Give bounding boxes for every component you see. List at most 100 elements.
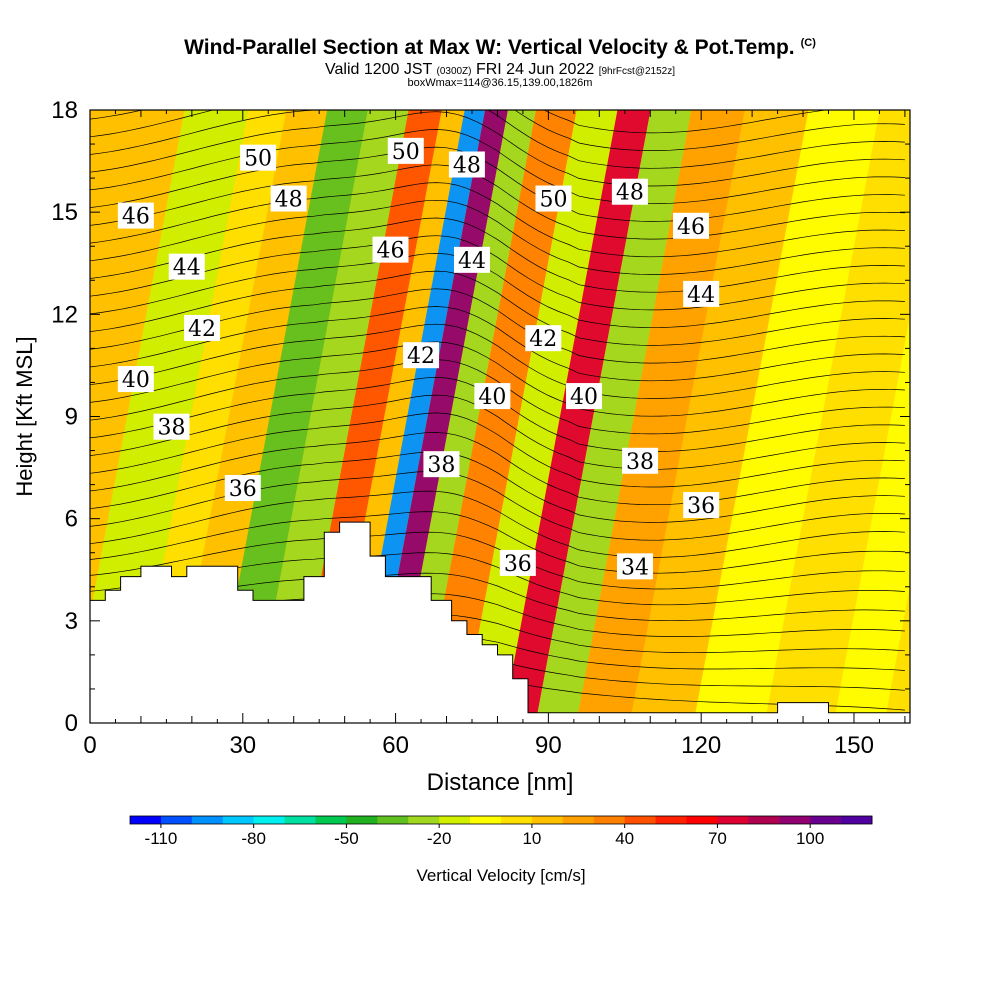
isentrope <box>90 490 905 558</box>
isentrope-label-text: 42 <box>407 344 435 369</box>
isentrope-label: 46 <box>672 212 709 240</box>
x-tick-label: 60 <box>382 732 409 759</box>
label-box <box>387 137 424 164</box>
label-box <box>168 253 205 280</box>
isentrope <box>90 306 905 382</box>
isentrope-label: 38 <box>622 447 659 475</box>
y-tick-label: 15 <box>51 199 78 226</box>
colorbar-swatch <box>408 816 440 824</box>
label-box <box>499 549 536 576</box>
isentrope <box>90 359 905 435</box>
colorbar-swatch <box>748 816 780 824</box>
label-box <box>453 246 490 273</box>
label-box <box>566 383 603 410</box>
colorbar-swatch <box>562 816 595 824</box>
velocity-band <box>535 110 692 723</box>
isentrope-label: 40 <box>474 383 511 410</box>
y-tick-label: 0 <box>65 710 78 737</box>
isentrope-label-text: 46 <box>677 215 705 240</box>
colorbar-swatch <box>779 816 811 824</box>
isentrope <box>90 270 905 346</box>
colorbar-swatch <box>130 816 162 824</box>
colorbar-swatch <box>841 816 873 824</box>
colorbar-swatch <box>810 816 842 824</box>
isentrope-label-text: 44 <box>458 249 486 274</box>
isentrope <box>90 217 905 293</box>
colorbar-swatch <box>531 816 564 824</box>
isentrope <box>90 412 905 488</box>
terrain <box>89 521 911 724</box>
label-box <box>224 475 261 502</box>
label-box <box>525 325 562 352</box>
isentrope-label: 46 <box>372 236 409 264</box>
isentrope-label: 46 <box>117 202 154 230</box>
valid-zulu: (0300Z) <box>436 66 472 77</box>
y-tick-label: 18 <box>51 97 78 124</box>
label-box <box>240 144 277 171</box>
chart-subtitle: Valid 1200 JST (0300Z) FRI 24 Jun 2022 [… <box>0 61 1000 79</box>
isentrope-lines <box>90 110 905 711</box>
chart-title: Wind-Parallel Section at Max W: Vertical… <box>0 36 1000 60</box>
isentrope-label: 48 <box>270 185 307 213</box>
isentrope-label-text: 42 <box>529 327 557 352</box>
isentrope-label-text: 38 <box>626 450 654 475</box>
y-tick-label: 9 <box>65 404 78 431</box>
colorbar-swatch <box>470 816 502 824</box>
isentrope <box>90 146 905 222</box>
isentrope <box>90 531 905 590</box>
forecast-info: [9hrFcst@2152z] <box>598 66 675 77</box>
isentrope <box>90 432 905 506</box>
isentrope-label: 40 <box>117 366 154 393</box>
isentrope-label-text: 46 <box>122 205 150 230</box>
colorbar-swatch <box>686 816 718 824</box>
label-box <box>423 451 460 478</box>
valid-date: FRI 24 Jun 2022 <box>475 61 595 78</box>
colorbar-swatch <box>439 816 471 824</box>
colorbar-swatch <box>717 816 749 824</box>
title-text: Wind-Parallel Section at Max W: Vertical… <box>184 36 795 59</box>
label-box <box>474 383 511 410</box>
isentrope <box>90 511 905 574</box>
velocity-band <box>693 110 880 723</box>
isentrope-label-text: 50 <box>539 188 567 213</box>
isentrope-label: 38 <box>153 413 190 441</box>
isentrope-label: 44 <box>168 253 205 281</box>
colorbar-tick-label: 10 <box>522 829 541 848</box>
y-tick-label: 3 <box>65 608 78 635</box>
label-box <box>611 178 648 205</box>
isentrope <box>90 253 905 329</box>
label-box <box>683 492 720 519</box>
label-box <box>616 553 653 580</box>
isentrope-label: 36 <box>499 549 536 577</box>
colorbar-swatch <box>315 816 347 824</box>
colorbar-swatch <box>160 816 193 824</box>
isentrope-label-text: 38 <box>427 453 455 478</box>
label-box <box>672 212 709 239</box>
velocity-band <box>502 110 651 723</box>
isentrope-label-text: 46 <box>376 239 404 264</box>
colorbar-swatch <box>191 816 224 824</box>
label-box <box>153 413 190 440</box>
isentrope-label-text: 44 <box>173 256 201 281</box>
colorbar-swatch <box>377 816 409 824</box>
isentrope-label-text: 36 <box>504 552 532 577</box>
isentrope <box>90 164 905 240</box>
colorbar-swatch <box>501 816 533 824</box>
isentrope <box>90 288 905 364</box>
isentrope-label: 50 <box>240 144 277 172</box>
isentrope-label: 48 <box>611 178 648 206</box>
label-box <box>372 236 409 263</box>
title-mark: (C) <box>800 37 816 49</box>
x-axis-label: Distance [nm] <box>427 769 574 796</box>
isentrope <box>90 110 829 134</box>
isentrope-label: 44 <box>453 246 490 274</box>
box-info: boxWmax=114@36.15,139.00,1826m <box>407 77 593 89</box>
velocity-band <box>833 315 910 723</box>
isentrope-label-text: 50 <box>244 147 272 172</box>
isentrope-label: 38 <box>423 451 460 478</box>
isentrope-label-text: 40 <box>122 368 150 393</box>
label-box <box>448 151 485 178</box>
label-box <box>117 366 154 393</box>
colorbar-swatch <box>253 816 286 824</box>
colorbar-swatch <box>593 816 626 824</box>
